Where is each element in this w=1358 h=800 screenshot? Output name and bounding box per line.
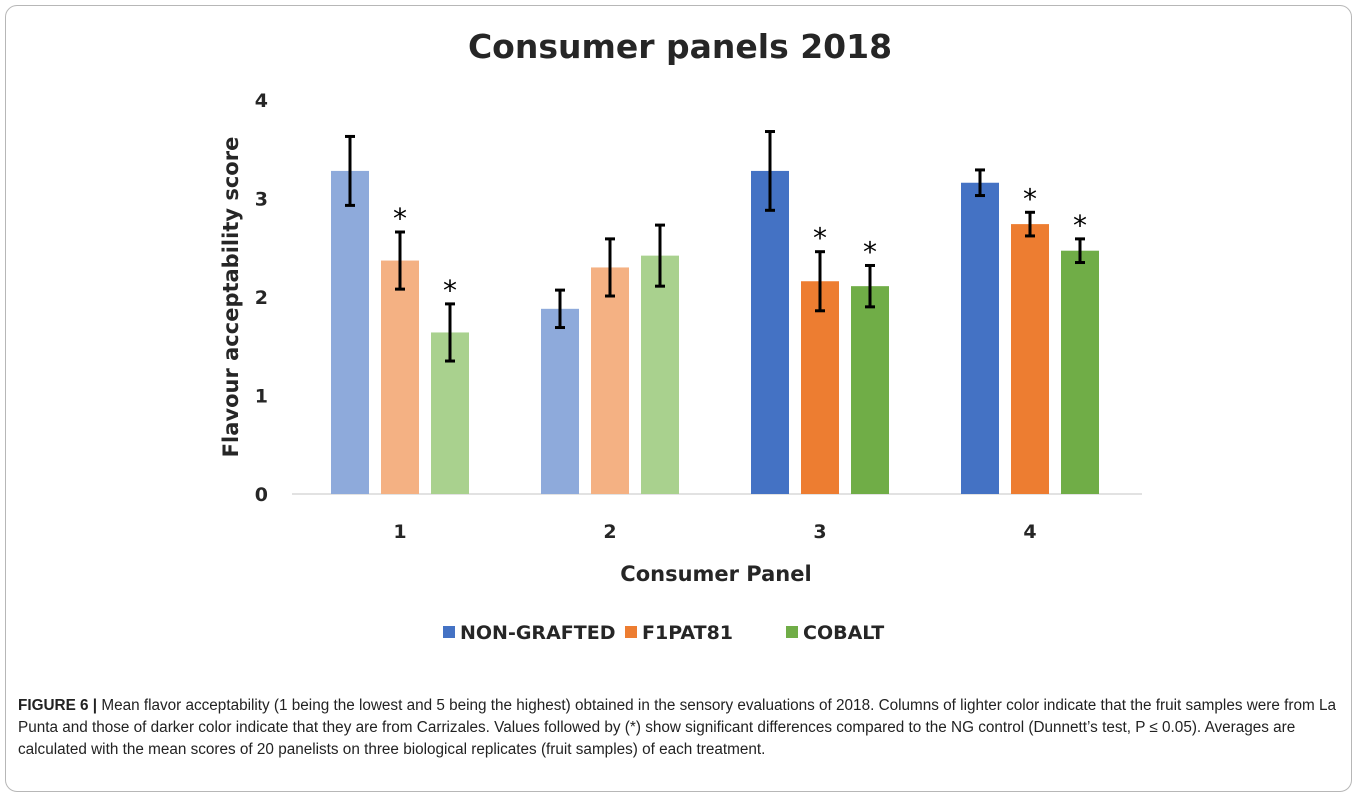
x-tick-label: 1	[393, 521, 406, 543]
bar	[961, 182, 999, 495]
legend-label: NON-GRAFTED	[460, 622, 615, 644]
legend-swatch	[786, 626, 798, 638]
y-tick-label: 0	[255, 484, 268, 506]
bar	[801, 281, 839, 494]
y-axis-label: Flavour acceptability score	[219, 137, 243, 458]
bar	[1011, 224, 1049, 495]
bar	[591, 267, 629, 494]
figure-label: FIGURE 6 |	[18, 697, 98, 714]
significance-marker: *	[1073, 209, 1087, 242]
legend-swatch	[625, 626, 637, 638]
figure-caption: FIGURE 6 | Mean flavor acceptability (1 …	[18, 695, 1340, 761]
y-tick-label: 4	[255, 90, 268, 112]
chart-title: Consumer panels 2018	[468, 27, 892, 66]
significance-marker: *	[443, 274, 457, 307]
significance-marker: *	[393, 202, 407, 235]
legend-label: F1PAT81	[642, 622, 733, 644]
significance-marker: *	[863, 235, 877, 268]
bar-chart: Consumer panels 2018 0 1 2 3 4 1 2 3 4 * * * * * * F…	[219, 27, 1142, 644]
y-tick-label: 2	[255, 287, 268, 309]
bar	[641, 255, 679, 494]
x-tick-label: 4	[1023, 521, 1036, 543]
caption-text: Mean flavor acceptability (1 being the l…	[18, 697, 1336, 758]
x-tick-labels: 1 2 3 4	[393, 521, 1036, 543]
y-tick-label: 1	[255, 386, 268, 408]
legend: NON-GRAFTED F1PAT81 COBALT	[443, 622, 884, 644]
bar	[1061, 250, 1099, 494]
significance-marker: *	[1023, 182, 1037, 215]
x-tick-label: 2	[603, 521, 616, 543]
bar	[331, 170, 369, 495]
x-axis-label: Consumer Panel	[620, 562, 811, 586]
bar	[381, 260, 419, 494]
legend-label: COBALT	[803, 622, 884, 644]
bars: * * * * * *	[331, 130, 1099, 495]
significance-marker: *	[813, 222, 827, 255]
y-tick-labels: 0 1 2 3 4	[255, 90, 268, 506]
y-tick-label: 3	[255, 189, 268, 211]
bar	[751, 170, 789, 495]
bar	[851, 286, 889, 494]
x-tick-label: 3	[813, 521, 826, 543]
legend-swatch	[443, 626, 455, 638]
bar	[541, 308, 579, 494]
